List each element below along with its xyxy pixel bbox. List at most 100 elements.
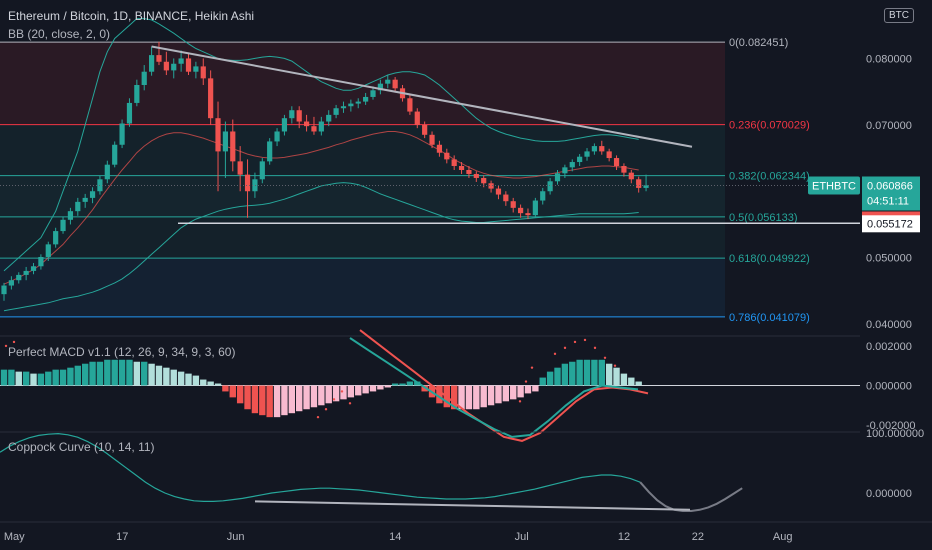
macd-histogram-bar [620,373,628,386]
fibonacci-retracement[interactable]: 0(0.082451) 0.236(0.070029) 0.382(0.062344… [0,37,810,324]
symbol-title: Ethereum / Bitcoin, 1D, BINANCE, Heikin … [8,9,255,23]
candle-body [628,172,634,180]
candle-body [473,173,479,178]
candle-body [252,179,258,192]
candle-body [163,61,169,71]
macd-histogram-bar [229,385,236,398]
coppock-trendline [254,500,691,511]
macd-signal-dot [563,346,567,350]
candle-body [193,66,199,72]
macd-histogram-bar [355,385,362,396]
price-tick: 0.080000 [866,53,912,65]
macd-histogram-bar [207,381,214,386]
macd-histogram-bar [458,385,465,410]
currency-badge[interactable]: BTC [884,8,914,23]
macd-histogram-bar [517,385,524,398]
candle-body [303,121,310,127]
candle-body [392,79,398,89]
price-tick: 0.070000 [866,120,912,132]
candle-body [156,55,162,62]
candle-body [119,123,125,145]
candle-body [222,131,228,152]
candle-body [126,102,133,124]
macd-histogram-bar [576,359,583,386]
macd-signal-dot [573,340,577,344]
support-label-box [862,215,920,233]
macd-histogram-bar [635,381,642,386]
candle-body [141,71,147,85]
macd-histogram-bar [163,367,170,386]
macd-histogram-bar [325,385,332,404]
macd-histogram-bar [340,385,347,400]
macd-histogram-bar [546,371,554,386]
macd-histogram-bar [332,385,340,402]
macd-tick: 0.000000 [866,380,912,392]
macd-histogram-bar [126,359,133,386]
candle-body [67,211,74,220]
macd-signal-dot [12,340,16,344]
candle-body [289,110,295,119]
candle-body [326,114,332,122]
candle-body [407,98,413,112]
macd-histogram-bar [583,359,591,386]
macd-histogram-bar [133,361,141,386]
macd-signal-dot [324,408,328,411]
coppock-tick: 0.000000 [866,488,912,500]
macd-pane: Perfect MACD v1.1 (12, 26, 9, 34, 9, 3, … [0,329,860,442]
macd-histogram-bar [236,385,244,404]
fib-label: 0.618(0.049922) [729,253,810,265]
macd-histogram-bar [8,369,15,386]
price-axis: 0.0800000.0700000.0600000.0500000.040000… [866,53,924,500]
candle-body [547,181,553,192]
candle-body [355,101,361,104]
candle-body [348,103,354,107]
macd-histogram-bar [45,371,52,386]
macd-histogram-bar [539,377,546,386]
macd-histogram-bar [214,383,222,386]
candle-body [200,66,206,79]
time-tick: 12 [618,531,630,543]
candle-body [53,231,59,245]
bb-indicator-label[interactable]: BB (20, close, 2, 0) [8,27,111,41]
macd-histogram-bar [52,369,59,386]
candle-body [267,141,273,162]
candle-body [296,110,302,122]
candle-body [215,118,221,152]
candle-body [149,55,155,72]
macd-histogram-bar [148,363,155,386]
candle-body [274,131,280,142]
macd-histogram-bar [37,373,45,386]
support-label: 0.055172 [867,218,913,230]
candle-body [237,161,243,175]
macd-histogram-bar [524,385,532,394]
macd-histogram-bar [177,371,185,386]
symbol-tag: ETHBTC [812,180,856,192]
fib-label: 0.382(0.062344) [729,171,810,183]
macd-histogram-bar [141,361,148,386]
macd-histogram-bar [266,385,273,418]
macd-histogram-bar [384,385,391,388]
macd-histogram-bar [465,385,473,410]
macd-tick: 0.002000 [866,341,912,353]
macd-signal-dot [553,352,557,356]
macd-histogram-bar [502,385,510,402]
candle-body [518,207,524,214]
candle-body [185,58,192,72]
candle-body [422,124,428,135]
bb-upper-line [3,18,639,272]
macd-histogram-bar [487,385,495,406]
trendlines[interactable] [0,45,860,337]
candle-body [208,78,214,119]
macd-histogram-bar [391,383,399,386]
macd-histogram-bar [495,385,502,404]
candle-body [311,126,317,132]
candle-body [584,151,590,157]
candle-body [377,83,383,91]
macd-histogram-bar [288,385,296,414]
candle-body [451,159,457,167]
macd-histogram-bar [598,359,605,386]
macd-histogram-bar [259,385,266,416]
fib-label: 0.5(0.056133) [729,212,798,224]
